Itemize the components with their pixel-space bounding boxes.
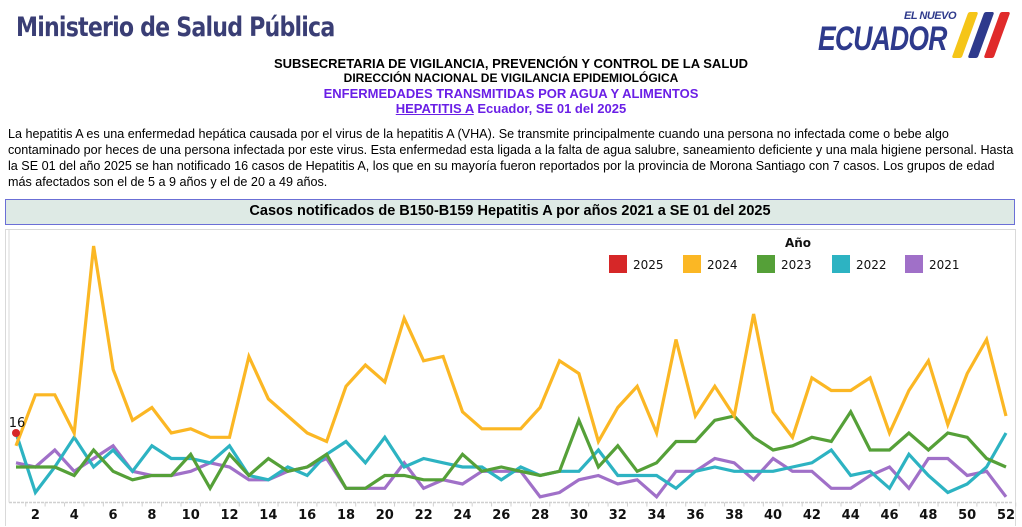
x-tick-label: 40 xyxy=(764,508,782,523)
legend-label-2023: 2023 xyxy=(781,258,812,272)
x-tick-label: 34 xyxy=(648,508,666,523)
series-line-2021 xyxy=(15,443,1008,500)
legend-swatch-2023 xyxy=(757,255,775,273)
x-tick-label: 6 xyxy=(109,508,118,523)
data-label-2025: 16 xyxy=(9,416,26,431)
x-tick-label: 14 xyxy=(259,508,277,523)
legend-title: Año xyxy=(785,236,811,250)
x-tick-label: 48 xyxy=(919,508,937,523)
x-tick-label: 8 xyxy=(147,508,156,523)
legend-swatch-2022 xyxy=(832,255,850,273)
legend-label-2022: 2022 xyxy=(856,258,887,272)
x-tick-label: 24 xyxy=(453,508,471,523)
legend-swatch-2021 xyxy=(905,255,923,273)
report-header: SUBSECRETARIA DE VIGILANCIA, PREVENCIÓN … xyxy=(0,56,1022,116)
series-line-2023 xyxy=(16,408,1007,492)
x-tick-label: 26 xyxy=(492,508,510,523)
legend-swatch-2025 xyxy=(609,255,627,273)
logo-small-text: EL NUEVO xyxy=(904,10,957,22)
series-line-2024 xyxy=(14,245,1008,447)
logo-big-text: ECUADOR xyxy=(818,20,947,58)
x-tick-label: 32 xyxy=(609,508,627,523)
x-tick-label: 38 xyxy=(725,508,743,523)
legend-swatch-2024 xyxy=(683,255,701,273)
x-tick-label: 50 xyxy=(958,508,976,523)
x-tick-label: 44 xyxy=(842,508,860,523)
x-tick-label: 28 xyxy=(531,508,549,523)
series-line-2022 xyxy=(14,432,1008,496)
legend-item-2022[interactable]: 2022 xyxy=(832,255,887,273)
legend-label-2021: 2021 xyxy=(929,258,960,272)
x-tick-label: 30 xyxy=(570,508,588,523)
chart-frame: 2 4 6 8 10 12 14 16 18 20 22 24 26 28 30 32 34 36 38 40 42 44… xyxy=(5,229,1017,526)
x-tick-label: 36 xyxy=(686,508,704,523)
x-tick-label: 16 xyxy=(298,508,316,523)
subsecretaria-heading: SUBSECRETARIA DE VIGILANCIA, PREVENCIÓN … xyxy=(273,56,749,71)
direccion-heading: DIRECCIÓN NACIONAL DE VIGILANCIA EPIDEMI… xyxy=(343,71,679,85)
disease-heading: HEPATITIS A Ecuador, SE 01 del 2025 xyxy=(0,101,1022,116)
x-tick-label: 12 xyxy=(220,508,238,523)
legend-item-2025[interactable]: 2025 xyxy=(609,255,664,273)
x-tick-label: 2 xyxy=(31,508,40,523)
x-tick-label: 46 xyxy=(880,508,898,523)
legend-item-2024[interactable]: 2024 xyxy=(683,255,738,273)
x-tick-label: 4 xyxy=(70,508,79,523)
chart-title: Casos notificados de B150-B159 Hepatitis… xyxy=(5,199,1015,225)
legend-item-2023[interactable]: 2023 xyxy=(757,255,812,273)
series-point-2025 xyxy=(12,429,20,437)
disease-heading-rest: Ecuador, SE 01 del 2025 xyxy=(473,101,627,116)
description-paragraph: La hepatitis A es una enfermedad hepátic… xyxy=(8,127,1014,189)
x-tick-label: 52 xyxy=(997,508,1015,523)
x-tick-label: 42 xyxy=(803,508,821,523)
legend-label-2024: 2024 xyxy=(707,258,738,272)
x-tick-label: 18 xyxy=(337,508,355,523)
legend-item-2021[interactable]: 2021 xyxy=(905,255,960,273)
ministry-name: Ministerio de Salud Pública xyxy=(16,12,335,43)
line-chart: 2 4 6 8 10 12 14 16 18 20 22 24 26 28 30 32 34 36 38 40 42 44… xyxy=(8,230,1017,523)
legend-label-2025: 2025 xyxy=(633,258,664,272)
category-heading: ENFERMEDADES TRANSMITIDAS POR AGUA Y ALI… xyxy=(323,86,699,101)
el-nuevo-ecuador-logo: EL NUEVO ECUADOR xyxy=(818,6,1018,66)
x-tick-label: 22 xyxy=(415,508,433,523)
disease-name-link[interactable]: HEPATITIS A xyxy=(395,101,474,116)
x-tick-label: 20 xyxy=(376,508,394,523)
x-tick-label: 10 xyxy=(182,508,200,523)
